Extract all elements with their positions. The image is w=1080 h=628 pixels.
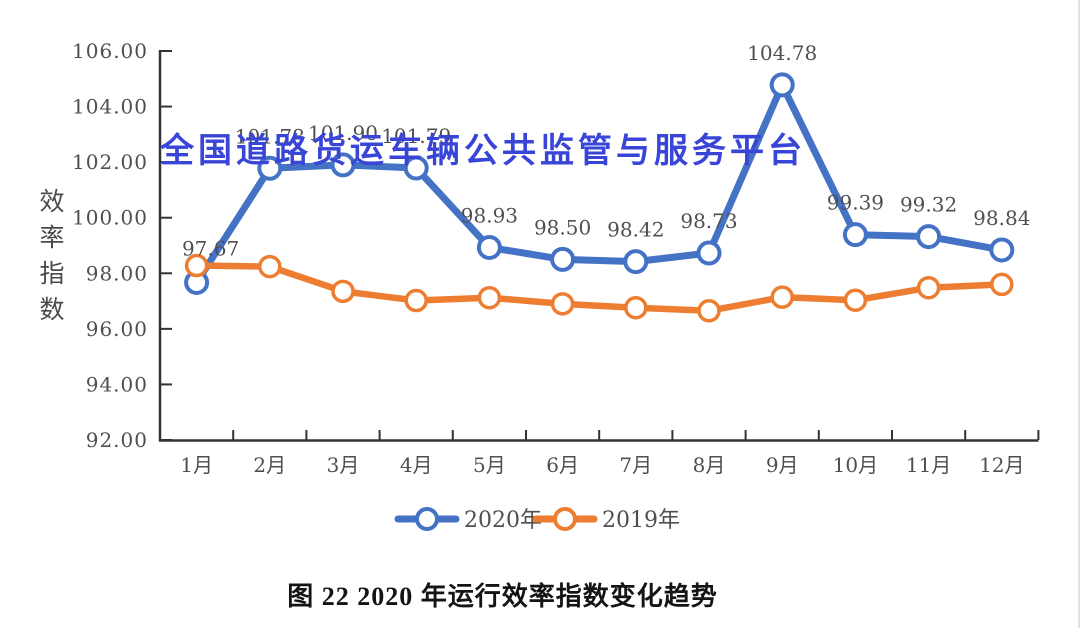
data-point-marker-2020年 xyxy=(842,222,868,248)
data-point-label: 101.78 xyxy=(235,124,305,148)
figure-caption: 图 22 2020 年运行效率指数变化趋势 xyxy=(287,582,718,611)
x-category-label: 12月 xyxy=(979,453,1024,477)
data-point-marker-2020年 xyxy=(989,237,1015,263)
legend-marker-circle-2020年 xyxy=(415,507,439,531)
data-point-marker-2020年 xyxy=(916,224,942,250)
data-point-marker-2020年 xyxy=(769,72,795,98)
data-point-label: 99.32 xyxy=(900,193,957,217)
data-point-marker-2019年 xyxy=(184,253,209,278)
legend-label-2020年: 2020年 xyxy=(464,508,542,533)
data-point-label: 101.90 xyxy=(308,121,378,145)
data-point-marker-2020年 xyxy=(403,155,429,181)
data-point-label: 98.73 xyxy=(680,209,737,233)
data-point-label: 99.39 xyxy=(827,191,884,215)
x-category-label: 4月 xyxy=(400,453,433,477)
legend-marker-circle-2019年 xyxy=(553,507,577,531)
data-point-marker-2020年 xyxy=(476,234,502,260)
x-category-label: 2月 xyxy=(253,453,286,477)
data-point-label: 104.78 xyxy=(747,41,817,65)
y-axis-title: 效率指数 xyxy=(39,187,65,324)
y-tick-label: 98.00 xyxy=(86,261,148,285)
data-point-label: 98.93 xyxy=(461,203,518,227)
x-category-label: 8月 xyxy=(693,453,726,477)
data-point-marker-2019年 xyxy=(770,285,794,309)
watermark-text: 全国道路货运车辆公共监管与服务平台 xyxy=(160,132,806,170)
line-chart: 92.00 94.00 96.00 98.00 100.00 102.00 104.00 10… xyxy=(72,39,1040,533)
x-category-label: 6月 xyxy=(546,453,579,477)
data-point-label: 98.84 xyxy=(973,206,1030,230)
x-category-label: 3月 xyxy=(327,453,360,477)
y-tick-label: 106.00 xyxy=(72,39,148,63)
data-point-marker-2020年 xyxy=(330,152,356,178)
data-point-marker-2019年 xyxy=(550,292,575,316)
data-point-label: 101.79 xyxy=(381,124,451,148)
data-point-marker-2019年 xyxy=(990,272,1014,297)
data-point-marker-2019年 xyxy=(258,254,282,279)
series-line-2019年 xyxy=(193,262,1006,315)
y-tick-label: 96.00 xyxy=(86,317,148,341)
data-point-label: 97.67 xyxy=(182,236,239,260)
data-point-marker-2019年 xyxy=(916,275,941,300)
data-point-marker-2020年 xyxy=(550,246,576,272)
x-category-label: 11月 xyxy=(906,453,951,477)
data-point-marker-2020年 xyxy=(696,240,722,266)
x-category-label: 10月 xyxy=(833,453,878,477)
data-point-marker-2020年 xyxy=(623,249,649,275)
data-point-marker-2020年 xyxy=(257,155,283,181)
data-point-marker-2019年 xyxy=(404,288,428,313)
data-point-marker-2019年 xyxy=(477,285,502,310)
page-edge-line xyxy=(1078,0,1080,628)
data-point-label: 98.50 xyxy=(534,215,591,239)
data-point-marker-2019年 xyxy=(697,299,721,323)
y-tick-label: 104.00 xyxy=(72,95,148,119)
y-tick-label: 102.00 xyxy=(72,150,148,174)
x-category-label: 5月 xyxy=(473,453,506,477)
data-point-label: 98.42 xyxy=(607,218,664,242)
series-line-2020年 xyxy=(193,81,1006,286)
data-point-marker-2019年 xyxy=(843,288,868,312)
y-tick-label: 94.00 xyxy=(86,372,148,396)
y-tick-label: 92.00 xyxy=(86,428,148,452)
x-category-label: 7月 xyxy=(619,453,652,477)
data-point-marker-2019年 xyxy=(624,295,648,320)
y-tick-label: 100.00 xyxy=(72,206,148,230)
legend-label-2019年: 2019年 xyxy=(602,508,680,533)
x-category-label: 1月 xyxy=(180,453,213,477)
data-point-marker-2019年 xyxy=(331,279,355,304)
x-category-label: 9月 xyxy=(766,453,799,477)
